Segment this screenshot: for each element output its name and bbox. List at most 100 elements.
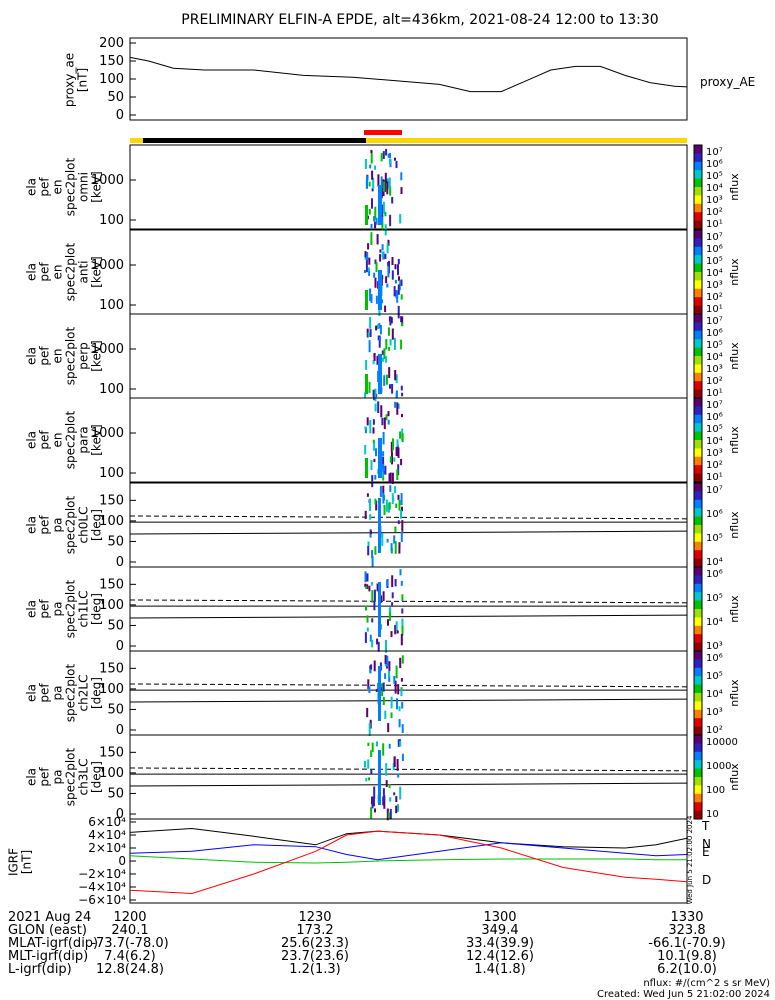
spec-blotch [397, 447, 400, 458]
pa-colorbar-swatch [694, 726, 702, 736]
spec-blotch [387, 153, 390, 158]
spec-blotch [397, 403, 400, 409]
table-row-label: 2021 Aug 24 [8, 910, 91, 925]
pa-blotch [392, 498, 395, 502]
spec-core [378, 185, 382, 225]
pa-panel-frame-2 [129, 650, 688, 736]
spec-colorbar-swatch [694, 372, 702, 382]
pa-blotch [364, 632, 367, 643]
pa-colorbar-tick: 10⁷ [706, 485, 723, 496]
table-row-label: L-igrf(dip) [8, 962, 72, 977]
pa-blotch [364, 571, 367, 583]
pa-blotch [395, 805, 398, 814]
pa-blotch [386, 580, 389, 586]
spec-blotch [382, 151, 385, 159]
spec-blotch [381, 222, 384, 230]
pa-blotch [397, 804, 399, 812]
pa-blotch [371, 550, 374, 559]
pa-blotch [390, 696, 393, 709]
spec-blotch [374, 388, 377, 402]
igrf-ytick: 6×10⁴ [88, 815, 126, 829]
spec-colorbar-swatch [694, 153, 702, 163]
spec-blotch [376, 324, 379, 329]
spec-blotch [389, 456, 392, 463]
pa-colorbar-tick: 10² [706, 725, 723, 736]
pa-blotch [397, 739, 400, 747]
spec-blotch [395, 160, 398, 169]
pa-blotch [382, 743, 385, 756]
table-cell: 7.4(6.2) [104, 949, 156, 964]
pa-panel-ylabel: [deg] [90, 761, 104, 793]
spec-panel-ylabel: pef [38, 177, 52, 197]
pa-colorbar-swatch [694, 508, 702, 518]
spec-blotch [383, 417, 386, 430]
spec-blotch [381, 204, 384, 217]
pa-blotch [401, 625, 404, 636]
spec-panel-ylabel: ela [25, 347, 39, 365]
spec-panel-ylabel: en [51, 265, 65, 280]
pa-blotch [366, 493, 369, 497]
pa-loss-cone-lower [129, 782, 688, 787]
spec-colorbar-tick: 10⁵ [706, 424, 723, 435]
pa-blotch [401, 520, 404, 532]
pa-blotch [401, 618, 404, 629]
spec-colorbar-swatch [694, 473, 702, 483]
spec-blotch [364, 270, 366, 273]
spec-blotch [372, 427, 375, 434]
spec-blotch [393, 337, 396, 350]
spec-panel-frame-2 [129, 313, 688, 399]
igrf-ylabel: [nT] [20, 850, 34, 874]
table-row-label: GLON (east) [8, 923, 87, 938]
pa-blotch [397, 684, 400, 695]
spec-colorbar-tick: 10⁶ [706, 328, 723, 339]
spec-blotch [401, 392, 404, 397]
pa-panel-ylabel: [deg] [90, 509, 104, 541]
spec-blotch [373, 353, 376, 358]
pa-colorbar-swatch [694, 567, 702, 576]
pa-blotch [389, 797, 392, 802]
spec-blotch [370, 149, 373, 154]
pa-colorbar-swatch [694, 709, 702, 719]
spec-blotch [372, 419, 375, 425]
pa-colorbar-tick: 10000 [706, 737, 738, 748]
spec-blotch [389, 185, 392, 196]
pa-blotch [386, 538, 389, 543]
pa-blotch [400, 531, 403, 543]
pa-colorbar-tick: 10⁴ [706, 617, 723, 628]
pa-blotch [398, 500, 401, 511]
spec-panel-ylabel: en [51, 433, 65, 448]
pa-blotch [389, 808, 392, 820]
pa-blotch [373, 589, 376, 602]
pa-blotch [385, 763, 388, 776]
spec-blotch [375, 325, 378, 331]
spec-blotch [399, 431, 402, 439]
proxy-ae-ytick: 100 [99, 72, 124, 87]
spec-colorbar-label: nflux [728, 258, 741, 286]
spec-blotch [364, 445, 367, 455]
pa-blotch [384, 673, 387, 679]
pa-colorbar-tick: 10⁶ [706, 569, 723, 580]
spec-blotch [384, 253, 387, 260]
spec-blotch [385, 339, 388, 350]
spec-colorbar-tick: 10⁵ [706, 340, 723, 351]
spec-core [378, 354, 382, 394]
pa-colorbar-label: nflux [728, 679, 741, 707]
pa-panel-ylabel: spec2plot [64, 747, 78, 806]
spec-colorbar-swatch [694, 448, 702, 458]
pa-blotch [383, 795, 386, 802]
spec-colorbar-swatch [694, 187, 702, 196]
spec-panel-ylabel: en [51, 180, 65, 195]
spec-panel-frame-0 [129, 144, 688, 230]
table-cell: 1330 [670, 910, 703, 925]
spec-colorbar-tick: 10⁶ [706, 412, 723, 423]
spec-colorbar-tick: 10⁴ [706, 352, 723, 363]
pa-colorbar-tick: 10⁶ [706, 653, 723, 664]
igrf-series-E [129, 855, 687, 864]
spec-blotch [381, 299, 384, 304]
spec-colorbar-swatch [694, 145, 702, 154]
spec-blotch [373, 442, 376, 451]
spec-colorbar-tick: 10² [706, 376, 723, 387]
pa-blotch [374, 546, 377, 555]
spec-blotch [376, 355, 379, 365]
